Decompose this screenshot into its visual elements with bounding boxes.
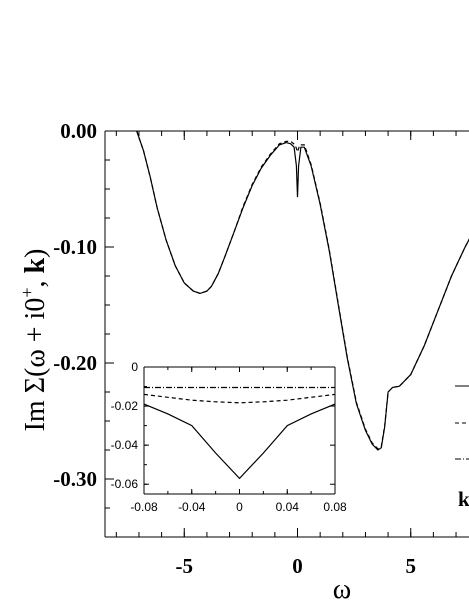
inset-y-tick-label: -0.04 [111, 438, 139, 452]
x-axis-label: ω [333, 574, 351, 605]
main-y-tick-label: -0.20 [53, 351, 97, 375]
inset-series-solid [144, 403, 335, 480]
main-y-tick-label: -0.30 [53, 467, 97, 491]
inset-x-tick-label: 0.04 [276, 500, 300, 514]
y-label-prefix: Im Σ(ω + i0 [20, 298, 51, 432]
legend: k [455, 385, 469, 511]
inset-x-tick-label: -0.08 [130, 500, 158, 514]
inset-x-tick-label: 0 [236, 500, 243, 514]
main-plot: -5 0 5 0.00 -0.10 -0.20 -0.30 [53, 119, 469, 578]
y-axis-label: Im Σ(ω + i0+, k) [17, 249, 51, 432]
legend-k-label: k [458, 487, 469, 511]
inset-y-tick-label: -0.02 [111, 399, 139, 413]
main-x-tick-label: -5 [176, 554, 194, 578]
y-label-suffix: , [20, 274, 51, 288]
y-label-sup: + [17, 288, 37, 298]
inset-background [144, 367, 335, 494]
svg-text:Im Σ(ω + i0+, k): Im Σ(ω + i0+, k) [17, 249, 51, 432]
main-series-dashed [136, 130, 469, 450]
main-y-tick-label: -0.10 [53, 235, 97, 259]
inset-plot: -0.08 -0.04 0 0.04 0.08 0 -0.02 -0.04 -0.06 [111, 360, 347, 514]
main-x-tick-label: 5 [405, 554, 416, 578]
main-y-tick-label: 0.00 [60, 119, 97, 143]
inset-y-tick-label: -0.06 [111, 477, 139, 491]
y-label-close: ) [20, 249, 51, 258]
main-x-tick-label: 0 [292, 554, 303, 578]
inset-y-tick-label: 0 [131, 360, 138, 374]
y-label-bold-k: k [20, 258, 51, 274]
inset-x-tick-label: 0.08 [323, 500, 347, 514]
inset-x-tick-label: -0.04 [178, 500, 206, 514]
